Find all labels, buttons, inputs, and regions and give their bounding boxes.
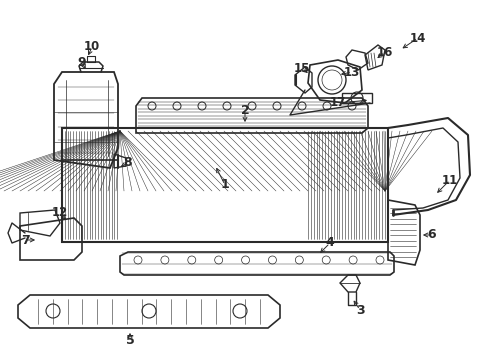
Text: 3: 3 [356, 303, 364, 316]
Text: 5: 5 [125, 333, 134, 346]
Bar [62, 128, 388, 242]
Text: 6: 6 [428, 229, 436, 242]
Text: 15: 15 [294, 62, 310, 75]
Text: 16: 16 [377, 45, 393, 58]
Text: 2: 2 [241, 104, 249, 117]
Text: 8: 8 [123, 157, 132, 170]
Text: 7: 7 [21, 234, 29, 247]
Text: 1: 1 [220, 179, 229, 192]
Text: 11: 11 [442, 174, 458, 186]
Text: 12: 12 [52, 207, 68, 220]
Text: 4: 4 [326, 237, 334, 249]
Text: 10: 10 [84, 40, 100, 54]
Text: 13: 13 [344, 66, 360, 78]
Text: 9: 9 [78, 55, 86, 68]
Text: 14: 14 [410, 31, 426, 45]
Text: 17: 17 [330, 96, 346, 109]
